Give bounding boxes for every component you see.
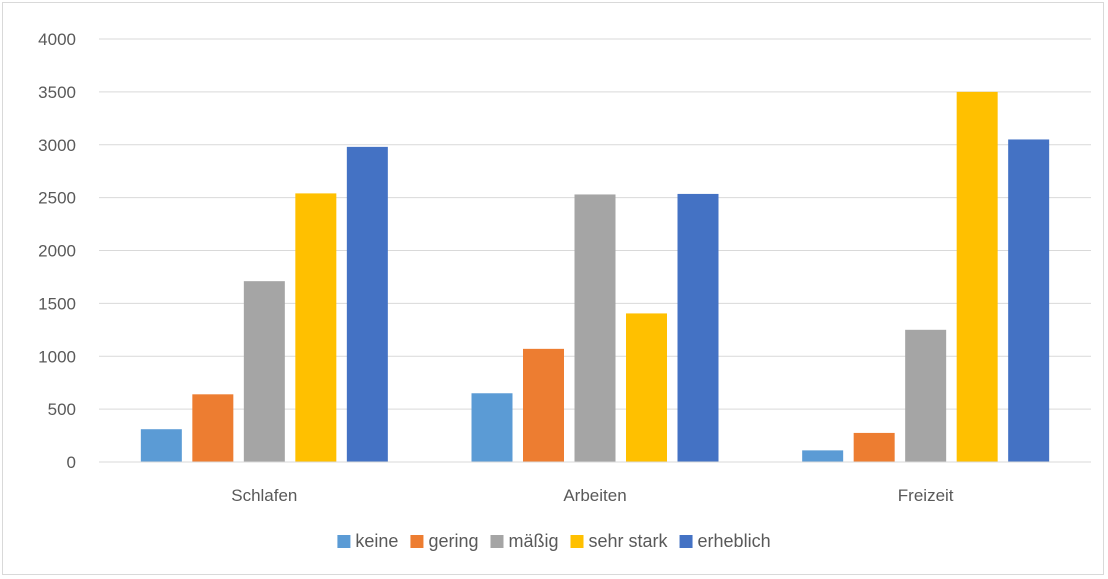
bar-arbeiten-mäßig [574, 194, 616, 462]
y-tick-label: 1500 [38, 294, 76, 313]
y-tick-label: 1000 [38, 347, 76, 366]
legend-swatch-keine [337, 535, 351, 548]
y-tick-label: 3000 [38, 136, 76, 155]
bar-schlafen-sehr-stark [295, 193, 337, 462]
y-tick-label: 2000 [38, 242, 76, 261]
bar-arbeiten-sehr-stark [626, 313, 667, 462]
bar-freizeit-gering [853, 432, 895, 462]
legend-label: mäßig [508, 531, 558, 551]
legend-label: erheblich [698, 531, 771, 551]
y-tick-label: 4000 [38, 30, 76, 49]
bar-schlafen-erheblich [346, 146, 388, 463]
bar-freizeit-erheblich [1008, 139, 1050, 462]
legend-swatch-erheblich [679, 535, 693, 548]
y-axis-ticks: 0 500 1000 1500 2000 2500 3000 3500 4000 [38, 30, 76, 472]
bar-arbeiten-keine [471, 393, 513, 462]
legend-swatch-gering [410, 535, 424, 548]
bars [140, 91, 1050, 463]
bar-chart: 0 500 1000 1500 2000 2500 3000 3500 4000 Schlafe… [38, 30, 1091, 551]
legend-swatch-sehr-stark [570, 535, 584, 548]
x-category-label: Schlafen [231, 486, 297, 505]
bar-schlafen-mäßig [243, 281, 285, 462]
legend-label: sehr stark [589, 531, 669, 551]
bar-schlafen-gering [192, 394, 234, 462]
y-tick-label: 2500 [38, 189, 76, 208]
bar-arbeiten-gering [523, 348, 564, 462]
legend-label: keine [355, 531, 398, 551]
y-tick-label: 500 [48, 400, 76, 419]
bar-freizeit-mäßig [905, 329, 947, 462]
legend: keine gering mäßig sehr stark erheblich [337, 531, 771, 551]
bar-schlafen-keine [140, 429, 182, 462]
y-tick-label: 3500 [38, 83, 76, 102]
legend-swatch-mäßig [490, 535, 504, 548]
x-category-label: Freizeit [898, 486, 954, 505]
x-axis-category-labels: Schlafen Arbeiten Freizeit [231, 486, 954, 505]
y-tick-label: 0 [67, 453, 76, 472]
legend-label: gering [428, 531, 478, 551]
bar-arbeiten-erheblich [677, 193, 719, 462]
x-category-label: Arbeiten [563, 486, 626, 505]
bar-freizeit-keine [802, 450, 844, 462]
bar-freizeit-sehr-stark [956, 91, 998, 462]
